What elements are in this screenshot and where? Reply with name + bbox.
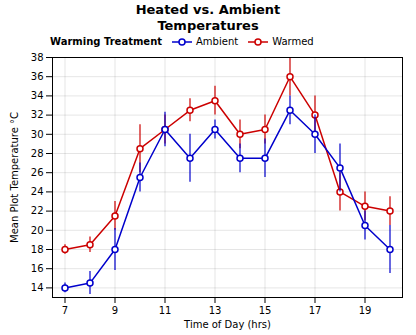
- svg-text:Time of Day (hrs): Time of Day (hrs): [183, 319, 271, 330]
- html-text:Ambient: Ambient: [196, 36, 239, 47]
- svg-text:17: 17: [309, 305, 322, 316]
- html-text:Warming Treatment: Warming Treatment: [50, 36, 162, 47]
- svg-text:18: 18: [31, 244, 44, 255]
- svg-text:30: 30: [31, 129, 44, 140]
- svg-text:32: 32: [31, 109, 44, 120]
- svg-text:14: 14: [31, 282, 44, 293]
- html-text:Heated vs. Ambient Temperature: Heated vs. Ambient Temperatures: [135, 2, 281, 33]
- svg-text:15: 15: [259, 305, 272, 316]
- svg-text:34: 34: [31, 90, 44, 101]
- svg-text:Mean Plot Temperature °C: Mean Plot Temperature °C: [9, 112, 20, 243]
- html-text:Warmed: Warmed: [272, 36, 314, 47]
- svg-text:26: 26: [31, 167, 44, 178]
- svg-text:7: 7: [62, 305, 68, 316]
- svg-text:16: 16: [31, 263, 44, 274]
- svg-text:20: 20: [31, 225, 44, 236]
- svg-text:38: 38: [31, 52, 44, 63]
- svg-text:22: 22: [31, 205, 44, 216]
- svg-text:13: 13: [209, 305, 222, 316]
- svg-text:19: 19: [359, 305, 372, 316]
- svg-text:24: 24: [31, 186, 44, 197]
- svg-text:11: 11: [159, 305, 172, 316]
- svg-text:9: 9: [112, 305, 118, 316]
- svg-text:36: 36: [31, 71, 44, 82]
- svg-text:28: 28: [31, 148, 44, 159]
